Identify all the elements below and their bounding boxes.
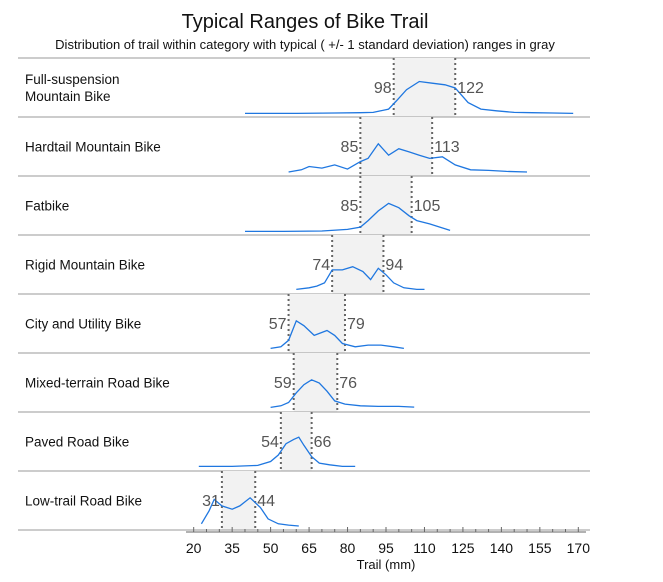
distribution-line [245,202,451,233]
category-label: Mountain Bike [25,89,111,104]
x-tick-label: 140 [490,540,514,556]
chart-rows: 98 122 Full-suspension Mountain Bike 85 113 Ha… [18,57,590,531]
distribution-line [200,496,299,527]
range-band [221,471,256,530]
range-band [280,412,312,471]
chart-title: Typical Ranges of Bike Trail [182,11,429,33]
distribution-line [288,142,528,173]
range-band [332,235,384,294]
category-label: Paved Road Bike [25,435,129,450]
category-label: Fatbike [25,199,69,214]
range-high-label: 105 [414,198,441,215]
row-2: 85 113 Hardtail Mountain Bike [18,116,590,176]
x-tick-label: 35 [224,540,240,556]
row-4: 74 94 Rigid Mountain Bike [18,234,590,294]
x-tick-label: 50 [263,540,279,556]
range-band [293,353,338,412]
range-high-label: 122 [457,80,484,97]
x-axis-title: Trail (mm) [357,557,416,572]
range-low-label: 54 [261,434,279,451]
category-label: Low-trail Road Bike [25,494,142,509]
range-high-label: 66 [314,434,332,451]
x-tick-label: 95 [378,540,394,556]
row-6: 59 76 Mixed-terrain Road Bike [18,352,590,412]
chart-subtitle: Distribution of trail within category wi… [55,37,555,52]
range-low-label: 57 [269,316,287,333]
range-low-label: 85 [341,139,359,156]
range-high-label: 76 [339,375,357,392]
row-8: 31 44 Low-trail Road Bike [18,470,590,530]
range-high-label: 113 [434,139,460,156]
row-1: 98 122 Full-suspension Mountain Bike [18,57,590,117]
category-label: Rigid Mountain Bike [25,258,145,273]
x-axis: 20 35 50 65 80 95 110 125 140 155 170 [186,527,590,556]
category-label: City and Utility Bike [25,317,141,332]
distribution-line [296,266,425,291]
x-tick-label: 155 [528,540,552,556]
x-tick-label: 110 [413,540,436,556]
x-tick-label: 80 [340,540,356,556]
range-low-label: 31 [202,493,220,510]
range-band [393,58,456,117]
range-band [288,294,345,353]
x-tick-label: 65 [301,540,317,556]
distribution-line [270,379,415,409]
range-low-label: 74 [312,257,330,274]
distribution-line [198,436,356,468]
x-tick-label: 125 [451,540,475,556]
x-tick-label: 170 [567,540,591,556]
distribution-line [245,80,574,115]
range-band [360,117,433,176]
range-high-label: 44 [257,493,275,510]
category-label: Hardtail Mountain Bike [25,140,161,155]
distribution-line [270,319,405,350]
range-low-label: 59 [274,375,292,392]
category-label: Full-suspension [25,72,120,87]
range-low-label: 85 [341,198,359,215]
row-7: 54 66 Paved Road Bike [18,411,590,471]
category-label: Mixed-terrain Road Bike [25,376,170,391]
range-high-label: 79 [347,316,365,333]
row-5: 57 79 City and Utility Bike [18,293,590,353]
range-low-label: 98 [374,80,392,97]
x-tick-label: 20 [186,540,202,556]
row-3: 85 105 Fatbike [18,175,590,235]
range-high-label: 94 [385,257,403,274]
